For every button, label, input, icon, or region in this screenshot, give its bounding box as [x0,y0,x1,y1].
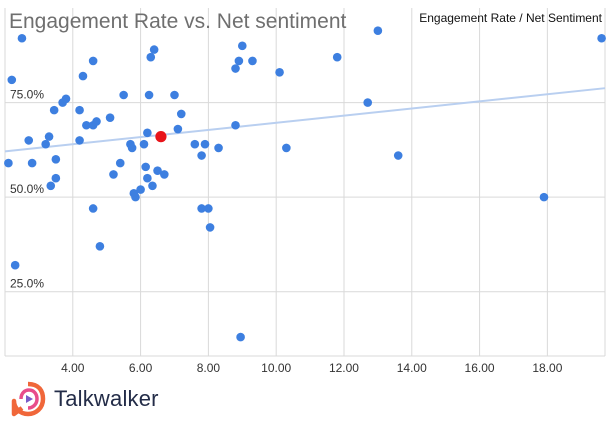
data-point [75,105,84,115]
data-point [115,158,125,168]
data-point [148,181,157,191]
data-point [141,162,150,172]
x-tick-label: 16.00 [465,361,495,375]
data-point [144,90,154,100]
data-point [197,151,206,160]
data-point [46,181,56,191]
data-point [92,117,101,126]
data-point [75,136,84,145]
data-point [41,139,50,149]
data-point [61,94,71,104]
chart-title: Engagement Rate vs. Net sentiment [9,10,347,33]
x-tick-label: 10.00 [261,361,291,375]
y-tick-label: 75.0% [10,88,44,102]
data-point [282,143,291,153]
data-point [248,56,257,66]
data-point [10,260,20,270]
data-point [173,124,183,134]
data-point [17,33,27,43]
data-point [153,166,162,175]
data-point [231,120,240,130]
data-point [214,143,223,153]
data-point [127,143,137,153]
data-point [237,41,247,51]
x-tick-label: 8.00 [197,361,221,375]
brand-name: Talkwalker [54,386,159,411]
data-point [363,98,373,107]
talkwalker-logo-icon [11,381,46,417]
x-tick-label: 12.00 [329,361,359,375]
y-tick-label: 25.0% [10,277,44,291]
data-point [234,56,244,66]
x-tick-label: 4.00 [61,361,85,375]
data-point [176,109,186,119]
data-point [139,139,149,149]
data-point [49,105,59,115]
data-point [190,139,200,149]
data-point [236,332,245,342]
data-point [119,90,128,100]
data-point [105,113,115,122]
axis-ticks: 4.00 6.00 8.00 10.00 12.00 14.00 16.00 18.00 25.… [10,88,563,375]
data-point [136,185,145,194]
data-point [160,170,169,179]
data-point [88,56,98,66]
data-point [205,223,215,232]
grid-lines [4,8,606,357]
data-point [109,170,118,179]
x-tick-label: 18.00 [532,361,562,375]
data-point [51,155,61,164]
data-point [78,71,88,81]
data-point [44,132,54,141]
data-point [24,136,34,145]
data-point [131,192,140,202]
x-tick-label: 6.00 [129,361,153,375]
data-point [597,33,606,43]
data-point [231,64,240,73]
data-point [51,173,61,183]
data-point [143,128,152,138]
y-tick-label: 50.0% [10,182,44,196]
legend-label: Engagement Rate / Net Sentiment [419,11,602,25]
data-point [200,139,210,149]
data-point [204,204,213,213]
data-point [170,90,179,100]
data-point [95,242,105,251]
highlighted-data-point [155,131,167,143]
data-point [332,52,342,62]
data-point [373,26,383,35]
trendline-layer [4,87,606,153]
data-point [82,120,91,130]
data-points [4,26,606,342]
data-point [275,68,284,77]
data-point [149,45,159,54]
data-point [4,158,13,168]
data-point [7,75,17,85]
data-point [539,192,549,202]
data-point [88,204,98,213]
data-point [143,173,152,183]
x-tick-label: 14.00 [397,361,427,375]
data-point [197,204,206,213]
data-point [27,158,37,168]
brand-logo: Talkwalker [10,379,159,419]
trendline [4,87,606,153]
data-point [393,151,403,160]
data-point [146,52,156,62]
